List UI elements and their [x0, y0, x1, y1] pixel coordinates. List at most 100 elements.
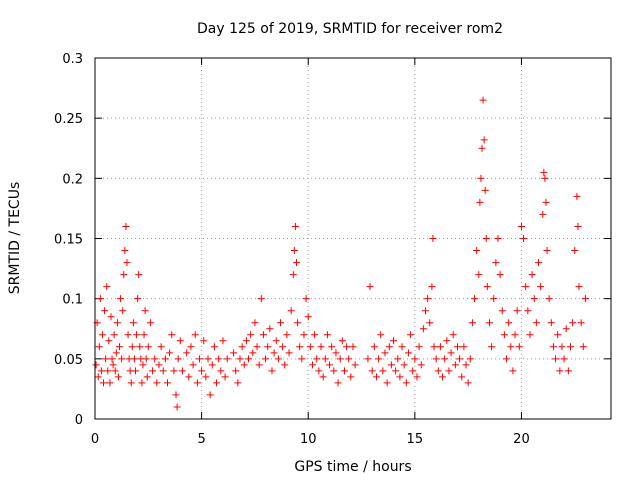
data-point — [253, 343, 261, 351]
data-point — [528, 271, 536, 279]
data-point — [208, 361, 216, 369]
data-point — [483, 283, 491, 291]
data-point — [123, 259, 131, 267]
data-point — [95, 343, 103, 351]
data-point — [187, 343, 195, 351]
data-point — [300, 331, 308, 339]
data-point — [323, 331, 331, 339]
data-point — [511, 331, 519, 339]
data-point — [157, 343, 165, 351]
data-point — [566, 343, 574, 351]
y-axis-label: SRMTID / TECUs — [7, 182, 23, 295]
data-point — [198, 367, 206, 375]
data-point — [101, 307, 109, 315]
data-point — [543, 247, 551, 255]
data-point — [477, 174, 485, 182]
data-point — [400, 361, 408, 369]
data-point — [249, 349, 257, 357]
data-point — [488, 343, 496, 351]
x-tick-labels: 0 5 10 15 20 — [91, 432, 530, 447]
data-point — [409, 367, 417, 375]
data-point — [109, 361, 117, 369]
data-point — [283, 331, 291, 339]
data-point — [562, 325, 570, 333]
data-point — [349, 343, 357, 351]
y-tick-labels: 0 0.05 0.1 0.15 0.2 0.25 0.3 — [54, 52, 83, 428]
data-point — [114, 373, 122, 381]
data-point — [210, 343, 218, 351]
data-point — [524, 307, 532, 315]
data-point — [443, 337, 451, 345]
data-point — [396, 373, 404, 381]
data-point — [579, 343, 587, 351]
data-point — [121, 247, 129, 255]
data-point — [139, 361, 147, 369]
data-point — [281, 361, 289, 369]
data-point — [464, 379, 472, 387]
data-point — [498, 307, 506, 315]
data-point — [466, 355, 474, 363]
data-point — [111, 367, 119, 375]
data-point — [439, 373, 447, 381]
data-point — [471, 295, 479, 303]
data-point — [569, 319, 577, 327]
data-point — [294, 319, 302, 327]
data-point — [183, 349, 191, 357]
data-point — [191, 331, 199, 339]
data-point — [542, 198, 550, 206]
data-point — [517, 222, 525, 230]
data-point — [245, 355, 253, 363]
data-point — [120, 271, 128, 279]
data-point — [204, 355, 212, 363]
data-point — [232, 367, 240, 375]
data-point — [200, 337, 208, 345]
data-point — [370, 343, 378, 351]
data-point — [124, 331, 132, 339]
data-point — [451, 361, 459, 369]
data-point — [285, 349, 293, 357]
data-point — [108, 355, 116, 363]
data-point — [407, 331, 415, 339]
data-point — [104, 367, 112, 375]
data-point — [308, 361, 316, 369]
data-point — [140, 331, 148, 339]
data-point — [138, 379, 146, 387]
data-point — [247, 331, 255, 339]
data-point — [509, 367, 517, 375]
data-point — [146, 319, 154, 327]
data-point — [141, 307, 149, 315]
data-point — [159, 367, 167, 375]
data-point — [372, 373, 380, 381]
y-tick-label: 0.25 — [54, 112, 83, 127]
data-point — [107, 313, 115, 321]
y-tick-label: 0.3 — [62, 52, 83, 67]
data-point — [507, 343, 515, 351]
data-point — [343, 343, 351, 351]
data-point — [375, 355, 383, 363]
data-point — [398, 343, 406, 351]
data-point — [268, 367, 276, 375]
data-point — [135, 271, 143, 279]
data-point — [217, 367, 225, 375]
data-point — [500, 331, 508, 339]
data-point — [364, 355, 372, 363]
data-point — [166, 349, 174, 357]
data-point — [381, 349, 389, 357]
data-point — [290, 247, 298, 255]
data-point — [334, 379, 342, 387]
data-point — [581, 295, 589, 303]
data-point — [129, 319, 137, 327]
data-point — [430, 343, 438, 351]
data-point — [419, 325, 427, 333]
data-point — [462, 361, 470, 369]
data-point — [170, 367, 178, 375]
data-point — [532, 319, 540, 327]
data-point — [274, 355, 282, 363]
data-point — [223, 355, 231, 363]
y-tick-label: 0.1 — [62, 293, 83, 308]
data-point — [172, 391, 180, 399]
data-point — [153, 379, 161, 387]
data-point — [539, 210, 547, 218]
data-point — [302, 295, 310, 303]
data-point — [490, 295, 498, 303]
